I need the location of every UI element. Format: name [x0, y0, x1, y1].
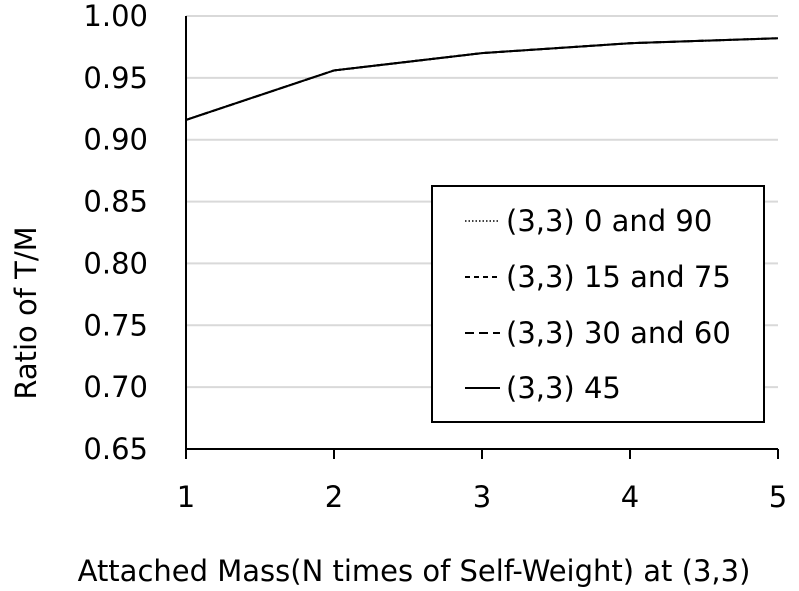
series-line — [185, 37, 779, 121]
y-tick-label: 0.65 — [83, 432, 148, 466]
legend: (3,3) 0 and 90 (3,3) 15 and 75 (3,3) 30 an… — [431, 185, 765, 423]
axes — [185, 16, 779, 459]
y-tick-label: 0.80 — [83, 246, 148, 280]
legend-entry-label: (3,3) 0 and 90 — [506, 204, 712, 238]
x-tick-label: 3 — [473, 480, 491, 514]
series-line — [185, 37, 779, 121]
legend-entry-label: (3,3) 30 and 60 — [506, 316, 731, 350]
y-tick-label: 1.00 — [83, 0, 148, 33]
legend-entry-label: (3,3) 45 — [506, 371, 621, 405]
series-lines — [185, 37, 779, 121]
y-axis-label: Ratio of T/M — [9, 226, 43, 399]
y-tick-label: 0.85 — [83, 185, 148, 219]
y-tick-label: 0.95 — [83, 61, 148, 95]
x-axis-label: Attached Mass(N times of Self-Weight) at… — [78, 554, 751, 588]
series-line — [185, 37, 779, 121]
series-line — [185, 37, 779, 121]
x-tick-label: 5 — [769, 480, 787, 514]
x-tick-label: 1 — [177, 480, 195, 514]
y-tick-label: 0.70 — [83, 370, 148, 404]
legend-entry-label: (3,3) 15 and 75 — [506, 260, 731, 294]
y-axis-ticks: 1.00 0.95 0.90 0.85 0.80 0.75 0.70 0.65 — [83, 0, 148, 466]
y-tick-label: 0.90 — [83, 123, 148, 157]
x-tick-label: 2 — [325, 480, 343, 514]
x-axis-ticks: 1 2 3 4 5 — [177, 480, 787, 514]
y-tick-label: 0.75 — [83, 308, 148, 342]
x-tick-label: 4 — [621, 480, 639, 514]
legend-box — [431, 185, 765, 423]
